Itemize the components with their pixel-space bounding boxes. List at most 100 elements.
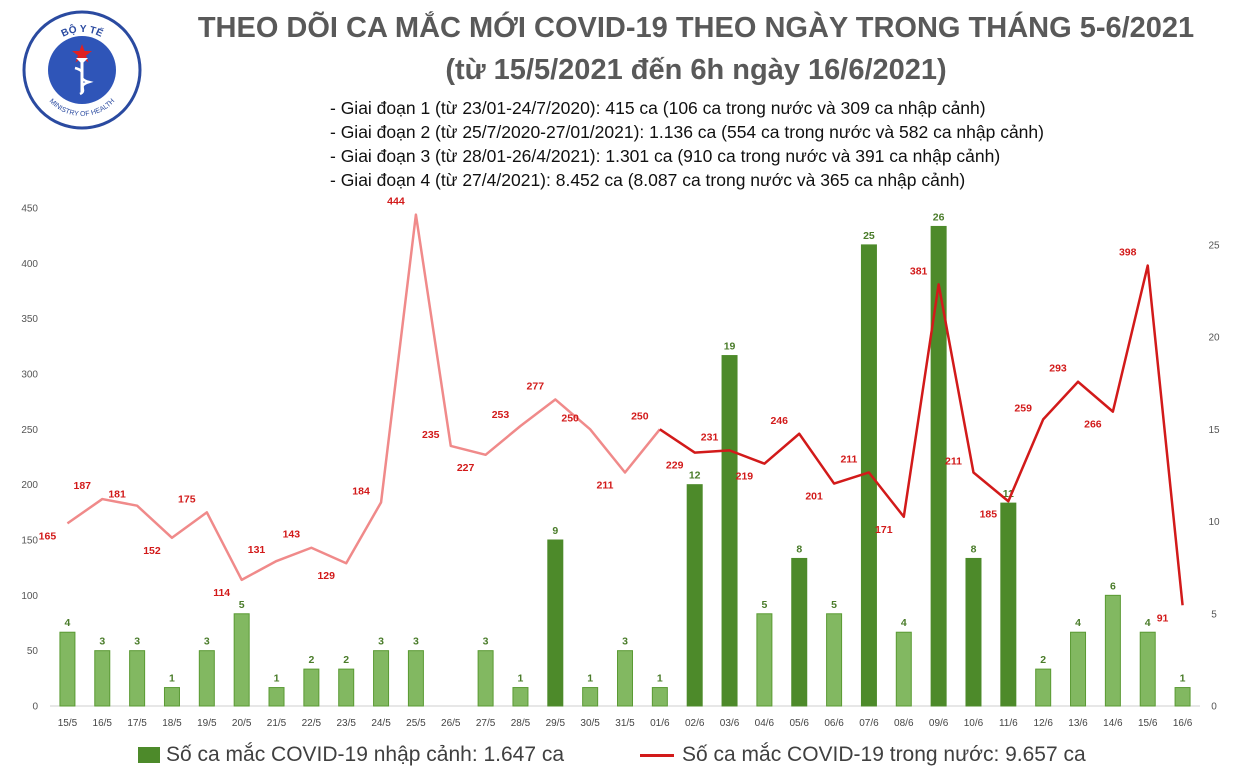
bar xyxy=(791,557,808,707)
bar-data-label: 4 xyxy=(65,617,71,629)
bar-data-label: 3 xyxy=(99,636,105,648)
left-axis-tick: 0 xyxy=(32,702,38,713)
x-axis-tick: 19/5 xyxy=(197,718,217,729)
line-data-label: 211 xyxy=(597,479,614,491)
bar-data-label: 8 xyxy=(796,543,802,555)
line-data-label: 129 xyxy=(317,570,335,582)
left-axis-tick: 400 xyxy=(21,259,38,270)
line-data-label: 91 xyxy=(1157,612,1169,624)
line-data-label: 246 xyxy=(770,415,788,427)
right-axis-tick: 15 xyxy=(1208,425,1220,436)
left-axis-tick: 250 xyxy=(21,425,38,436)
x-axis-tick: 04/6 xyxy=(755,718,775,729)
x-axis-tick: 18/5 xyxy=(162,718,182,729)
x-axis-tick: 16/5 xyxy=(93,718,113,729)
bar-data-label: 19 xyxy=(724,341,736,353)
left-axis-tick: 450 xyxy=(21,204,38,215)
phase-item: - Giai đoạn 4 (từ 27/4/2021): 8.452 ca (… xyxy=(330,170,966,190)
line-data-label: 185 xyxy=(980,508,998,520)
bar xyxy=(721,355,738,707)
x-axis-tick: 07/6 xyxy=(859,718,879,729)
phase-item: - Giai đoạn 1 (từ 23/01-24/7/2020): 415 … xyxy=(330,98,986,118)
bar xyxy=(826,613,843,707)
line-data-label: 211 xyxy=(945,455,962,467)
bar xyxy=(1035,668,1052,707)
line-data-label: 184 xyxy=(352,485,370,497)
bar-data-label: 9 xyxy=(552,525,558,537)
left-axis-tick: 150 xyxy=(21,536,38,547)
line-data-label: 181 xyxy=(108,489,126,501)
bar xyxy=(930,225,947,707)
legend-label-bar: Số ca mắc COVID-19 nhập cảnh: 1.647 ca xyxy=(166,743,565,766)
line-data-label: 259 xyxy=(1014,402,1032,414)
line-data-label: 201 xyxy=(805,491,823,503)
x-axis-tick: 22/5 xyxy=(302,718,322,729)
bar xyxy=(895,631,912,707)
x-axis-tick: 14/6 xyxy=(1103,718,1123,729)
bar-data-label: 1 xyxy=(274,673,280,685)
right-axis-tick: 20 xyxy=(1208,333,1220,344)
bar-data-label: 3 xyxy=(622,636,628,648)
legend-item-bar: Số ca mắc COVID-19 nhập cảnh: 1.647 ca xyxy=(138,740,564,770)
x-axis-tick: 11/6 xyxy=(999,718,1018,729)
bar-data-label: 1 xyxy=(518,673,524,685)
bar xyxy=(59,631,76,707)
bar-data-label: 2 xyxy=(1040,654,1046,666)
line-data-label: 250 xyxy=(631,410,649,422)
bar xyxy=(1000,502,1017,707)
x-axis-tick: 15/6 xyxy=(1138,718,1158,729)
bar-data-label: 4 xyxy=(901,617,907,629)
right-axis-tick: 25 xyxy=(1208,240,1220,251)
left-axis-tick: 350 xyxy=(21,314,38,325)
bar-data-label: 8 xyxy=(971,543,977,555)
bar-data-label: 2 xyxy=(308,654,314,666)
right-axis-tick: 0 xyxy=(1211,702,1217,713)
phase-item: - Giai đoạn 2 (từ 25/7/2020-27/01/2021):… xyxy=(330,122,1044,142)
x-axis-tick: 21/5 xyxy=(267,718,287,729)
bar xyxy=(686,484,703,707)
line-data-label: 277 xyxy=(527,380,545,392)
bar xyxy=(617,650,633,707)
bar xyxy=(1104,594,1121,707)
bar-data-label: 5 xyxy=(239,599,245,611)
line-data-label: 211 xyxy=(840,453,857,465)
line-data-label: 152 xyxy=(143,545,161,557)
x-axis-tick: 29/5 xyxy=(546,718,566,729)
left-axis-tick: 50 xyxy=(27,646,39,657)
bar xyxy=(338,668,355,707)
bar-data-label: 6 xyxy=(1110,580,1116,592)
line-data-label: 398 xyxy=(1119,247,1137,259)
bar-data-label: 25 xyxy=(863,230,875,242)
x-axis-tick: 08/6 xyxy=(894,718,914,729)
line-data-label: 114 xyxy=(213,587,230,599)
bar xyxy=(477,650,494,707)
line-data-label: 293 xyxy=(1049,363,1067,375)
line-data-label: 187 xyxy=(74,480,92,492)
bar-data-label: 3 xyxy=(378,636,384,648)
logo-text-top: BỘ Y TẾ xyxy=(60,22,106,39)
bar xyxy=(965,557,982,707)
bar xyxy=(651,687,668,707)
line-data-label: 175 xyxy=(178,493,196,505)
x-axis-tick: 27/5 xyxy=(476,718,496,729)
bar-data-label: 1 xyxy=(587,673,593,685)
bar xyxy=(1070,631,1087,707)
left-axis-tick: 100 xyxy=(21,591,38,602)
line-data-label: 266 xyxy=(1084,419,1102,431)
bar xyxy=(233,613,250,707)
x-axis-tick: 20/5 xyxy=(232,718,252,729)
legend-swatch-bar xyxy=(138,747,160,763)
phase-summary-list: - Giai đoạn 1 (từ 23/01-24/7/2020): 415 … xyxy=(330,96,1044,192)
x-axis-tick: 01/6 xyxy=(650,718,670,729)
bar xyxy=(373,650,390,707)
x-axis-tick: 26/5 xyxy=(441,718,461,729)
x-axis-tick: 06/6 xyxy=(824,718,844,729)
phase-item: - Giai đoạn 3 (từ 28/01-26/4/2021): 1.30… xyxy=(330,146,1001,166)
x-axis-tick: 28/5 xyxy=(511,718,531,729)
bar xyxy=(303,668,320,707)
bar-data-label: 4 xyxy=(1075,617,1081,629)
chart-title: THEO DÕI CA MẮC MỚI COVID-19 THEO NGÀY T… xyxy=(197,12,1195,44)
bar-data-label: 5 xyxy=(761,599,767,611)
x-axis-tick: 25/5 xyxy=(406,718,426,729)
